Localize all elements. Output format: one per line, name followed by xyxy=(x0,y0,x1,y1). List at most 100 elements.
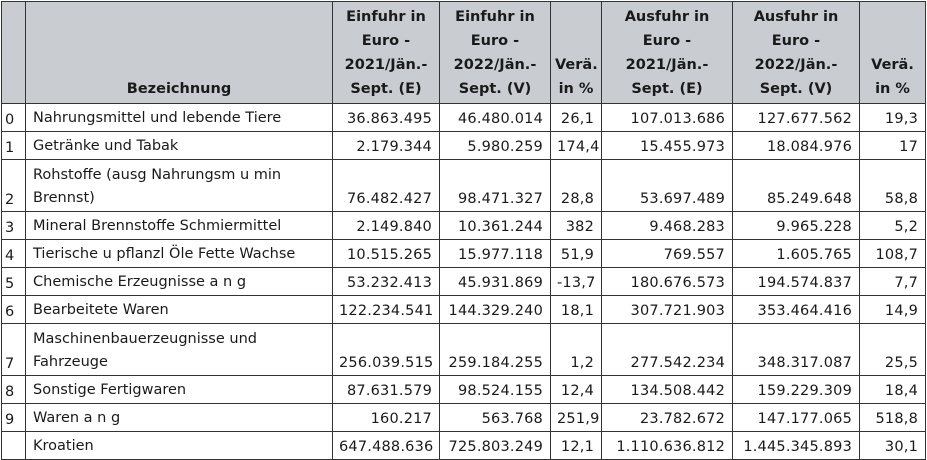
row-import-2022: 98.524.155 xyxy=(439,375,551,404)
row-code: 9 xyxy=(1,403,26,432)
row-export-change: 17 xyxy=(859,131,926,160)
row-import-change: -13,7 xyxy=(550,267,602,296)
row-export-2022: 127.677.562 xyxy=(732,103,860,132)
row-import-2021: 10.515.265 xyxy=(332,239,440,268)
row-code: 2 xyxy=(1,159,26,212)
row-import-2022: 45.931.869 xyxy=(439,267,551,296)
row-name: Getränke und Tabak xyxy=(25,131,333,160)
row-import-2021: 256.039.515 xyxy=(332,323,440,376)
row-name: Maschinenbauerzeugnisse und Fahrzeuge xyxy=(25,323,333,376)
row-import-2022: 5.980.259 xyxy=(439,131,551,160)
table-row: 7 Maschinenbauerzeugnisse und Fahrzeuge … xyxy=(1,323,926,376)
row-name: Chemische Erzeugnisse a n g xyxy=(25,267,333,296)
row-import-2022: 98.471.327 xyxy=(439,159,551,212)
table-row: 1 Getränke und Tabak 2.179.344 5.980.259… xyxy=(1,131,926,160)
row-import-2021: 53.232.413 xyxy=(332,267,440,296)
row-code: 8 xyxy=(1,375,26,404)
table-row: 3 Mineral Brennstoffe Schmiermittel 2.14… xyxy=(1,211,926,240)
table-row: 9 Waren a n g 160.217 563.768 251,9 23.7… xyxy=(1,403,926,432)
row-export-change: 14,9 xyxy=(859,295,926,324)
row-code: 3 xyxy=(1,211,26,240)
row-export-2021: 53.697.489 xyxy=(601,159,733,212)
row-import-2021: 160.217 xyxy=(332,403,440,432)
row-export-2022: 147.177.065 xyxy=(732,403,860,432)
row-export-2021: 134.508.442 xyxy=(601,375,733,404)
row-export-2022: 353.464.416 xyxy=(732,295,860,324)
header-export-change: Verä. in % xyxy=(859,1,926,104)
row-export-2021: 180.676.573 xyxy=(601,267,733,296)
row-import-change: 1,2 xyxy=(550,323,602,376)
row-export-2022: 18.084.976 xyxy=(732,131,860,160)
row-export-2022: 194.574.837 xyxy=(732,267,860,296)
row-code: 0 xyxy=(1,103,26,132)
row-export-2021: 107.013.686 xyxy=(601,103,733,132)
row-import-2022: 15.977.118 xyxy=(439,239,551,268)
table-body: 0 Nahrungsmittel und lebende Tiere 36.86… xyxy=(1,103,926,460)
row-name: Tierische u pflanzl Öle Fette Wachse xyxy=(25,239,333,268)
row-import-2022: 563.768 xyxy=(439,403,551,432)
row-export-2021: 769.557 xyxy=(601,239,733,268)
row-import-change: 51,9 xyxy=(550,239,602,268)
row-code: 6 xyxy=(1,295,26,324)
row-import-change: 382 xyxy=(550,211,602,240)
row-import-2021: 76.482.427 xyxy=(332,159,440,212)
row-export-change: 518,8 xyxy=(859,403,926,432)
row-export-change: 25,5 xyxy=(859,323,926,376)
row-export-2022: 159.229.309 xyxy=(732,375,860,404)
row-import-change: 12,4 xyxy=(550,375,602,404)
row-name: Waren a n g xyxy=(25,403,333,432)
header-export-2022: Ausfuhr in Euro - 2022/Jän.-Sept. (V) xyxy=(732,1,860,104)
row-import-2022: 46.480.014 xyxy=(439,103,551,132)
header-bezeichnung: Bezeichnung xyxy=(25,1,333,104)
row-import-2022: 259.184.255 xyxy=(439,323,551,376)
row-code: 5 xyxy=(1,267,26,296)
header-export-2021: Ausfuhr in Euro - 2021/Jän.-Sept. (E) xyxy=(601,1,733,104)
header-import-change: Verä. in % xyxy=(550,1,602,104)
table-row: 6 Bearbeitete Waren 122.234.541 144.329.… xyxy=(1,295,926,324)
row-export-2022: 85.249.648 xyxy=(732,159,860,212)
table-row: 0 Nahrungsmittel und lebende Tiere 36.86… xyxy=(1,103,926,132)
row-import-change: 174,4 xyxy=(550,131,602,160)
table-row: 4 Tierische u pflanzl Öle Fette Wachse 1… xyxy=(1,239,926,268)
header-import-2021: Einfuhr in Euro - 2021/Jän.-Sept. (E) xyxy=(332,1,440,104)
row-export-2022: 9.965.228 xyxy=(732,211,860,240)
table-row: 2 Rohstoffe (ausg Nahrungsm u min Brenns… xyxy=(1,159,926,212)
row-import-change: 28,8 xyxy=(550,159,602,212)
row-name: Mineral Brennstoffe Schmiermittel xyxy=(25,211,333,240)
row-export-2022: 348.317.087 xyxy=(732,323,860,376)
row-import-change: 26,1 xyxy=(550,103,602,132)
row-import-2022: 144.329.240 xyxy=(439,295,551,324)
row-import-2021: 36.863.495 xyxy=(332,103,440,132)
row-code: 7 xyxy=(1,323,26,376)
row-export-change: 5,2 xyxy=(859,211,926,240)
row-import-2021: 87.631.579 xyxy=(332,375,440,404)
table-row: 5 Chemische Erzeugnisse a n g 53.232.413… xyxy=(1,267,926,296)
row-name: Sonstige Fertigwaren xyxy=(25,375,333,404)
row-name: Bearbeitete Waren xyxy=(25,295,333,324)
table-header: Bezeichnung Einfuhr in Euro - 2021/Jän.-… xyxy=(1,1,926,104)
row-export-2021: 307.721.903 xyxy=(601,295,733,324)
row-import-2021: 122.234.541 xyxy=(332,295,440,324)
row-export-change: 18,4 xyxy=(859,375,926,404)
row-export-change: 108,7 xyxy=(859,239,926,268)
row-import-2022: 10.361.244 xyxy=(439,211,551,240)
row-export-change: 7,7 xyxy=(859,267,926,296)
row-export-change: 19,3 xyxy=(859,103,926,132)
header-import-2022: Einfuhr in Euro - 2022/Jän.-Sept. (V) xyxy=(439,1,551,104)
row-export-2021: 277.542.234 xyxy=(601,323,733,376)
row-name: Rohstoffe (ausg Nahrungsm u min Brennst) xyxy=(25,159,333,212)
row-import-change: 251,9 xyxy=(550,403,602,432)
row-export-2021: 9.468.283 xyxy=(601,211,733,240)
row-name: Nahrungsmittel und lebende Tiere xyxy=(25,103,333,132)
row-import-2021: 2.179.344 xyxy=(332,131,440,160)
row-export-2021: 23.782.672 xyxy=(601,403,733,432)
row-import-2021: 2.149.840 xyxy=(332,211,440,240)
row-export-2021: 15.455.973 xyxy=(601,131,733,160)
row-code: 4 xyxy=(1,239,26,268)
row-export-2022: 1.605.765 xyxy=(732,239,860,268)
row-code: 1 xyxy=(1,131,26,160)
table-row: 8 Sonstige Fertigwaren 87.631.579 98.524… xyxy=(1,375,926,404)
row-import-change: 18,1 xyxy=(550,295,602,324)
header-code xyxy=(1,1,26,104)
